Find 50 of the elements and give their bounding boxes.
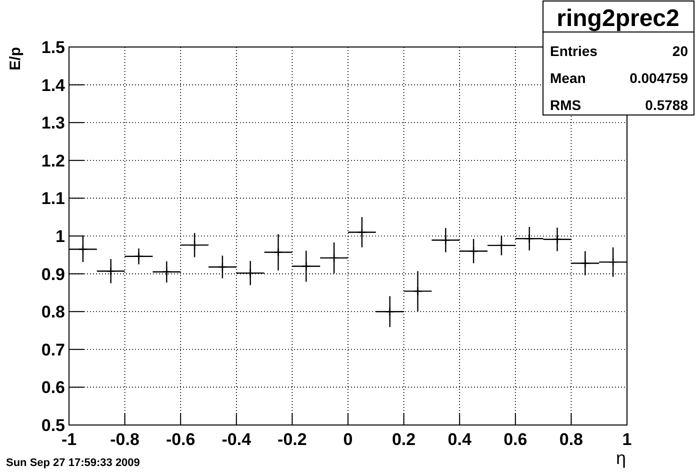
point [385,307,394,316]
point [580,258,590,268]
point [357,228,367,237]
annotation: Mean [550,70,586,86]
y-tick-label: 0.9 [41,264,65,284]
text: 0.004759 [630,70,688,86]
x-tick-label: -0.4 [222,430,252,449]
point [441,236,450,245]
x-tick-label: 1 [622,430,632,449]
point [413,286,422,296]
x-tick-label: 0.4 [448,430,472,449]
point [524,234,534,244]
point [162,267,172,277]
y-tick-label: 1.2 [41,151,65,170]
y-tick-label: 1 [56,227,65,246]
point [496,240,506,250]
y-tick-label: 1.5 [41,38,65,57]
x-tick-label: -0.2 [278,430,307,449]
y-axis-title: E/p [7,47,24,70]
text: 20 [672,43,688,59]
point [274,248,283,257]
text: 0.5788 [645,97,688,113]
y-tick-label: 1.4 [41,76,66,95]
point [468,246,478,256]
y-tick-label: 1.1 [41,189,65,208]
point [106,266,116,276]
point [134,252,144,262]
annotation: Entries [550,43,598,59]
point [78,244,88,254]
x-tick-label: 0.6 [504,430,528,449]
text: Sun Sep 27 17:59:33 2009 [6,457,140,469]
x-tick-label: -0.8 [110,430,140,449]
point [302,262,311,271]
y-tick-label: 1.3 [41,114,65,133]
point [552,234,562,244]
annotation: RMS [550,97,582,113]
y-tick-label: 0.8 [41,302,65,322]
x-axis-title: η [616,448,626,468]
point [329,253,339,263]
y-tick-label: 0.7 [41,340,65,360]
point [246,268,255,278]
y-tick-label: 0.6 [41,378,65,398]
point [608,257,618,267]
x-tick-label: 0.2 [392,430,416,449]
text: ring2prec2 [556,5,680,32]
point [190,240,200,250]
point [218,262,228,272]
x-tick-label: 0 [343,430,353,449]
x-tick-label: -0.6 [166,430,196,449]
x-tick-label: 0.8 [559,430,584,449]
